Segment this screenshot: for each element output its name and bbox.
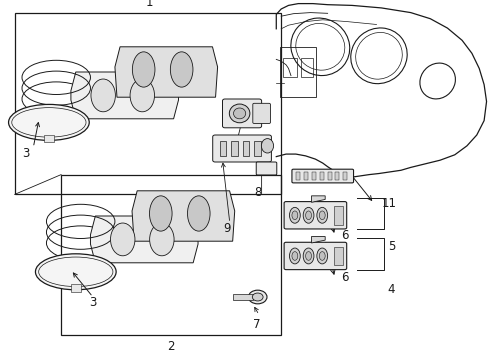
Bar [327,172,331,180]
Text: 2: 2 [167,340,175,353]
Ellipse shape [130,79,154,112]
Polygon shape [132,191,234,241]
Ellipse shape [261,139,273,153]
FancyBboxPatch shape [212,135,271,162]
Ellipse shape [289,207,300,223]
Ellipse shape [170,52,193,87]
Text: 6: 6 [340,271,347,284]
FancyBboxPatch shape [284,202,346,229]
Text: 7: 7 [252,318,260,330]
Ellipse shape [316,248,327,264]
Polygon shape [115,47,217,97]
Text: 9: 9 [223,222,231,235]
Bar [254,141,260,156]
Bar [300,58,312,77]
FancyBboxPatch shape [291,169,353,183]
Ellipse shape [187,196,210,231]
Text: 3: 3 [22,147,30,159]
Ellipse shape [9,104,89,140]
Ellipse shape [316,207,327,223]
Text: 11: 11 [381,197,396,210]
Bar [319,172,323,180]
Ellipse shape [132,52,155,87]
Text: 3: 3 [89,296,97,309]
Bar [15,13,281,194]
Ellipse shape [291,252,297,260]
Ellipse shape [305,252,311,260]
Text: 4: 4 [387,283,394,296]
Bar [304,172,307,180]
Ellipse shape [252,293,263,301]
Ellipse shape [289,248,300,264]
Ellipse shape [305,211,311,220]
Text: 6: 6 [340,229,347,242]
Polygon shape [90,216,198,263]
Ellipse shape [110,223,135,256]
Ellipse shape [319,211,325,220]
Ellipse shape [303,248,313,264]
Ellipse shape [229,104,249,123]
Polygon shape [311,237,325,243]
Bar [282,58,297,77]
Ellipse shape [91,79,115,112]
Bar [296,172,300,180]
Bar [220,141,226,156]
FancyBboxPatch shape [256,162,276,175]
Bar [279,47,316,97]
Text: 1: 1 [145,0,153,9]
FancyBboxPatch shape [284,242,346,270]
Bar [233,294,252,300]
Bar [311,172,315,180]
Bar [333,247,342,265]
Ellipse shape [319,252,325,260]
Bar [71,284,81,292]
Text: 8: 8 [254,186,261,199]
Bar [231,141,237,156]
Ellipse shape [303,207,313,223]
Bar [243,141,249,156]
FancyBboxPatch shape [252,103,270,123]
Ellipse shape [149,223,174,256]
Ellipse shape [248,290,266,304]
Bar [61,175,281,335]
Bar [343,172,346,180]
Ellipse shape [35,254,116,290]
Ellipse shape [149,196,172,231]
Text: 10: 10 [217,150,232,163]
Polygon shape [311,196,325,202]
Bar [335,172,339,180]
Polygon shape [71,72,178,119]
FancyBboxPatch shape [222,99,261,128]
Ellipse shape [233,108,245,119]
Ellipse shape [291,211,297,220]
Text: 5: 5 [387,240,394,253]
Bar [44,135,54,142]
Bar [333,206,342,225]
